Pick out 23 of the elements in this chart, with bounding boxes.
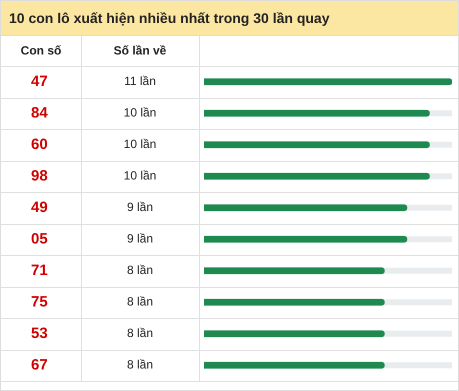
y-tick-label: 05 bbox=[31, 230, 48, 248]
data-label: 10 lần bbox=[124, 168, 156, 183]
y-tick-label: 60 bbox=[31, 136, 48, 153]
text: Số lần về bbox=[114, 43, 167, 58]
chart-title: 10 con lô xuất hiện nhiều nhất trong 30 lần quay bbox=[1, 1, 458, 36]
y-tick-label: 47 bbox=[31, 72, 48, 90]
data-label: 8 lần bbox=[126, 358, 154, 372]
data-label: 9 lần bbox=[126, 200, 154, 214]
data-label: 8 lần bbox=[126, 294, 154, 309]
y-tick-label: 53 bbox=[31, 324, 48, 342]
data-label: 8 lần bbox=[126, 263, 154, 278]
y-tick-label: 84 bbox=[31, 104, 48, 122]
y-tick-label: 71 bbox=[31, 262, 48, 279]
data-label: 10 lần bbox=[124, 106, 156, 120]
data-label: 8 lần bbox=[126, 326, 154, 340]
y-tick-label: 98 bbox=[31, 167, 48, 184]
data-label: 10 lần bbox=[124, 137, 156, 152]
text: Con số bbox=[20, 43, 62, 58]
y-tick-label: 67 bbox=[31, 356, 48, 374]
y-tick-label: 75 bbox=[31, 293, 48, 310]
data-label: 11 lần bbox=[124, 74, 156, 88]
y-tick-label: 49 bbox=[31, 198, 48, 216]
data-label: 9 lần bbox=[126, 232, 154, 246]
